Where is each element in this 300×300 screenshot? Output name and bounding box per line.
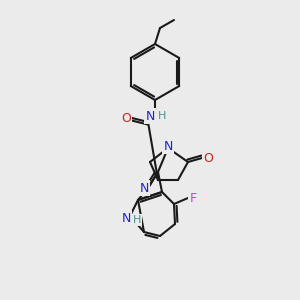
Text: O: O [121, 112, 131, 124]
Text: O: O [203, 152, 213, 164]
Text: F: F [189, 191, 197, 205]
Text: N: N [145, 110, 155, 122]
Text: N: N [121, 212, 131, 224]
Text: H: H [133, 215, 141, 225]
Text: N: N [163, 140, 173, 152]
Text: H: H [158, 111, 166, 121]
Text: N: N [139, 182, 149, 194]
